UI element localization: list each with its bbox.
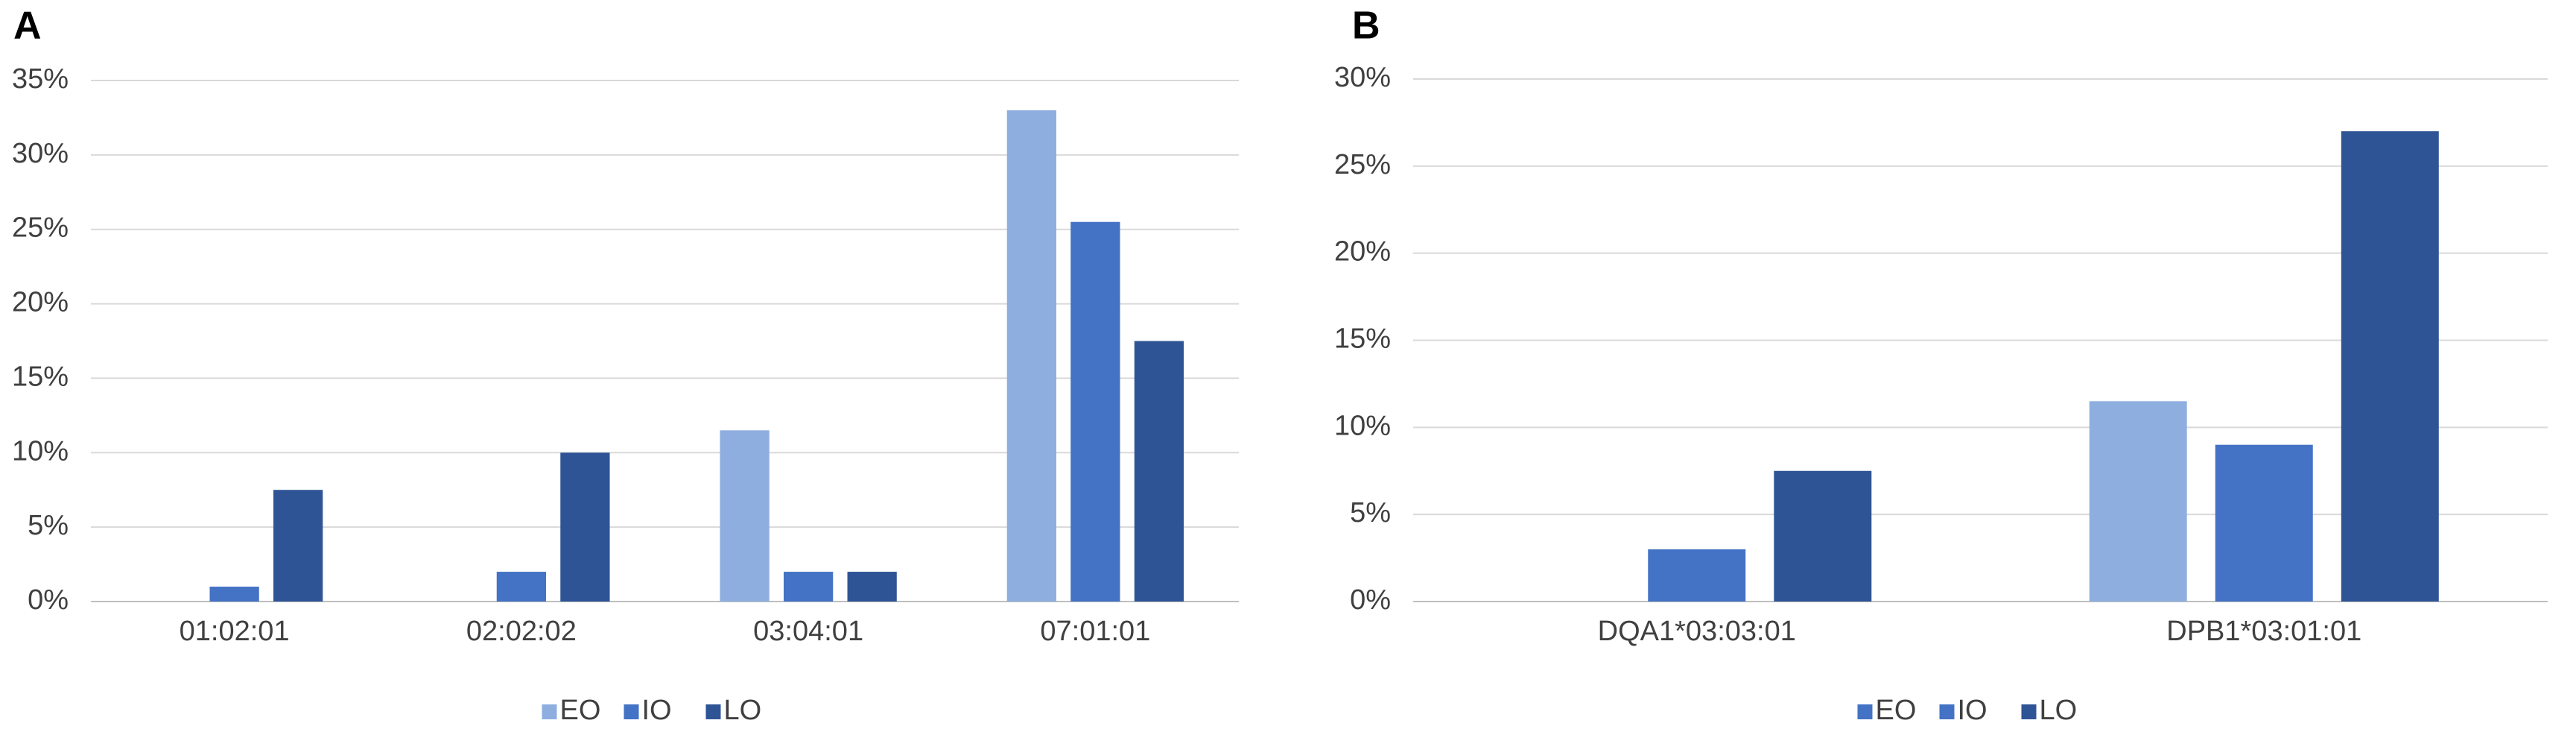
y-tick-label: 10%	[12, 435, 69, 467]
legend-label: LO	[2040, 695, 2078, 726]
y-tick-label: 0%	[1350, 584, 1391, 616]
y-tick-label: 30%	[1334, 62, 1391, 93]
legend-label: LO	[724, 695, 762, 726]
bar	[2089, 401, 2187, 602]
x-tick-label: 01:02:01	[180, 616, 290, 647]
legend-label: EO	[1876, 695, 1917, 726]
x-tick-label: 02:02:02	[466, 616, 577, 647]
bar	[783, 572, 834, 602]
x-tick-label: 03:04:01	[753, 616, 863, 647]
bar	[1070, 221, 1120, 602]
x-tick-label: DPB1*03:01:01	[2166, 616, 2361, 647]
legend-swatch	[542, 704, 557, 719]
legend-swatch	[1857, 704, 1873, 719]
legend-label: IO	[642, 695, 672, 726]
bar	[847, 572, 897, 602]
legend-swatch	[2021, 704, 2037, 719]
bar	[1774, 470, 1872, 602]
bar	[1006, 110, 1056, 602]
legend-label: EO	[560, 695, 601, 726]
bar	[1648, 549, 1746, 602]
legend-swatch	[705, 704, 721, 719]
bar	[560, 452, 610, 602]
bar	[273, 490, 323, 602]
y-tick-label: 20%	[12, 287, 69, 318]
y-tick-label: 15%	[1334, 324, 1391, 355]
panel-label: B	[1352, 4, 1380, 48]
bar	[496, 572, 547, 602]
legend-swatch	[1939, 704, 1955, 719]
legend-swatch	[624, 704, 639, 719]
bar	[720, 430, 770, 602]
panel-label: A	[13, 4, 42, 48]
y-tick-label: 35%	[12, 63, 69, 95]
bar	[1134, 341, 1184, 602]
y-tick-label: 30%	[12, 138, 69, 169]
y-tick-label: 25%	[12, 212, 69, 244]
legend-label: IO	[1958, 695, 1987, 726]
x-tick-label: 07:01:01	[1040, 616, 1150, 647]
y-tick-label: 5%	[1350, 497, 1391, 528]
y-tick-label: 0%	[28, 584, 69, 616]
bar	[2215, 444, 2313, 602]
bar	[209, 587, 259, 602]
y-tick-label: 10%	[1334, 410, 1391, 441]
x-tick-label: DQA1*03:03:01	[1598, 616, 1796, 647]
bar	[2341, 131, 2439, 602]
y-tick-label: 15%	[12, 361, 69, 392]
y-tick-label: 20%	[1334, 236, 1391, 268]
y-tick-label: 25%	[1334, 149, 1391, 180]
y-tick-label: 5%	[28, 510, 69, 541]
